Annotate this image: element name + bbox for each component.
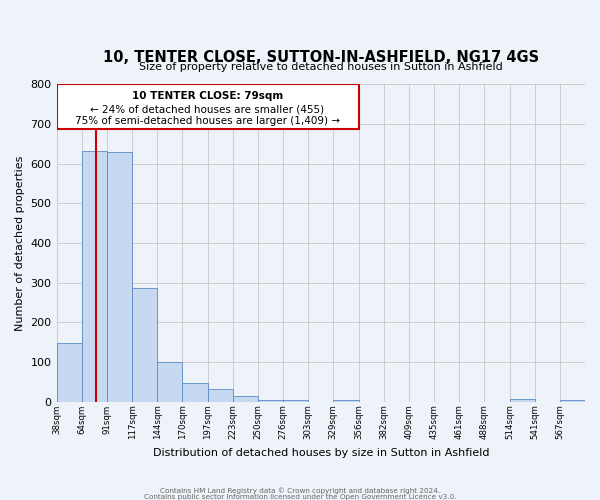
Text: 10 TENTER CLOSE: 79sqm: 10 TENTER CLOSE: 79sqm <box>132 91 283 101</box>
Text: Contains public sector information licensed under the Open Government Licence v3: Contains public sector information licen… <box>144 494 456 500</box>
Bar <box>56 84 359 128</box>
Bar <box>560 400 585 402</box>
Y-axis label: Number of detached properties: Number of detached properties <box>15 155 25 330</box>
Text: Contains HM Land Registry data © Crown copyright and database right 2024.: Contains HM Land Registry data © Crown c… <box>160 487 440 494</box>
Bar <box>283 400 308 402</box>
X-axis label: Distribution of detached houses by size in Sutton in Ashfield: Distribution of detached houses by size … <box>152 448 489 458</box>
Text: ← 24% of detached houses are smaller (455): ← 24% of detached houses are smaller (45… <box>91 104 325 114</box>
Text: Size of property relative to detached houses in Sutton in Ashfield: Size of property relative to detached ho… <box>139 62 503 72</box>
Title: 10, TENTER CLOSE, SUTTON-IN-ASHFIELD, NG17 4GS: 10, TENTER CLOSE, SUTTON-IN-ASHFIELD, NG… <box>103 50 539 65</box>
Bar <box>334 400 359 402</box>
Bar <box>233 396 258 402</box>
Bar <box>182 384 208 402</box>
Bar <box>258 400 283 402</box>
Bar <box>509 399 535 402</box>
Bar <box>157 362 182 402</box>
Bar <box>82 151 107 402</box>
Text: 75% of semi-detached houses are larger (1,409) →: 75% of semi-detached houses are larger (… <box>75 116 340 126</box>
Bar <box>208 389 233 402</box>
Bar <box>107 152 132 402</box>
Bar <box>56 343 82 402</box>
Bar <box>132 288 157 402</box>
